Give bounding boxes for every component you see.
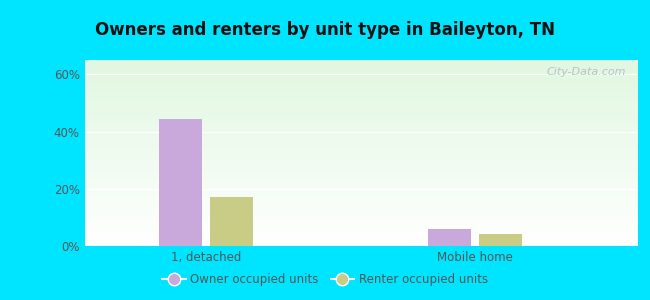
Bar bbox=[159, 119, 202, 246]
Bar bbox=[479, 234, 523, 246]
Bar bbox=[210, 197, 253, 246]
Legend: Owner occupied units, Renter occupied units: Owner occupied units, Renter occupied un… bbox=[157, 269, 493, 291]
Text: City-Data.com: City-Data.com bbox=[547, 68, 626, 77]
Bar bbox=[428, 230, 471, 246]
Text: Owners and renters by unit type in Baileyton, TN: Owners and renters by unit type in Baile… bbox=[95, 21, 555, 39]
